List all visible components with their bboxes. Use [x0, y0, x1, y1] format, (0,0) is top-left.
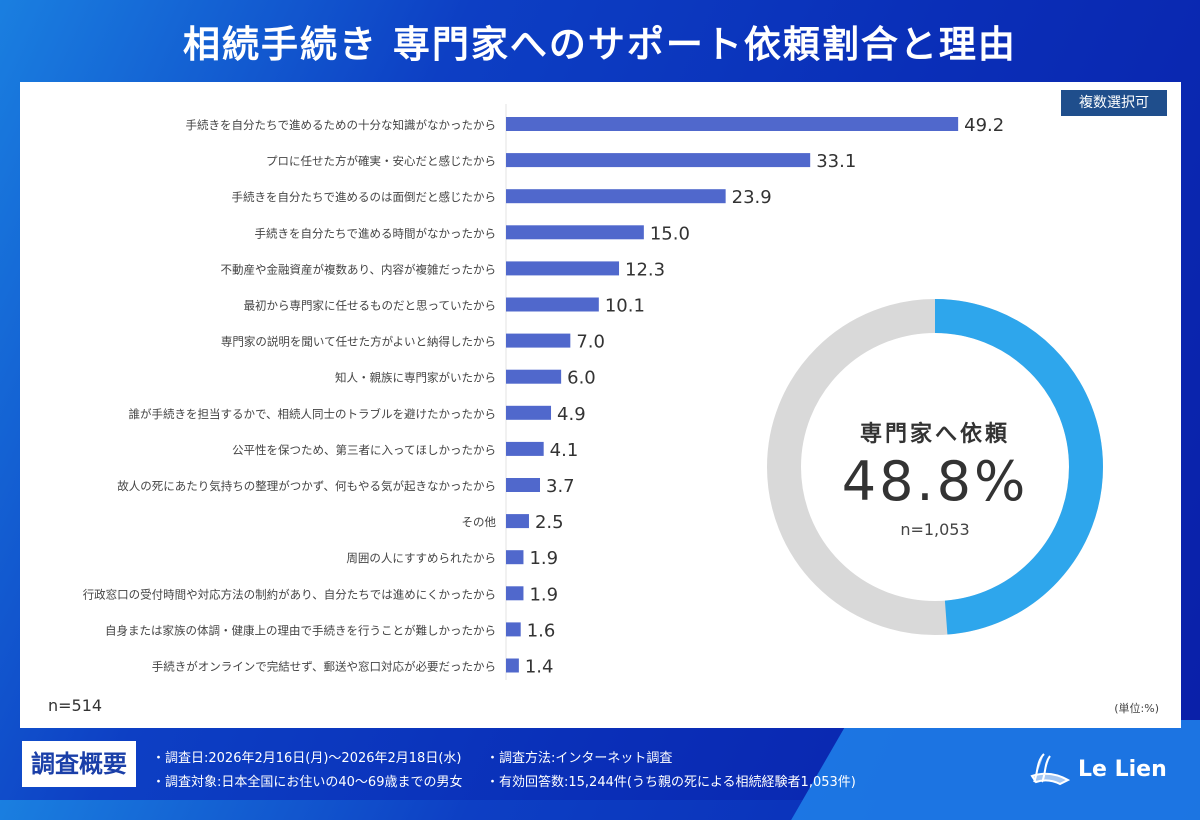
data-label: 33.1: [816, 151, 856, 172]
data-label: 1.9: [529, 584, 558, 605]
data-label: 1.6: [527, 620, 556, 641]
survey-date: ・調査日:2026年2月16日(月)～2026年2月18日(水): [152, 751, 462, 766]
donut-title: 専門家へ依頼: [860, 421, 1010, 447]
data-label: 23.9: [732, 187, 772, 208]
bar: [506, 189, 726, 204]
data-label: 1.9: [529, 548, 558, 569]
category-label: 誰が手続きを担当するかで、相続人同士のトラブルを避けたかったから: [128, 407, 496, 421]
bar: [506, 586, 524, 601]
logo-icon: [1030, 753, 1070, 786]
data-label: 3.7: [546, 476, 575, 497]
chart-svg: 手続きを自分たちで進めるための十分な知識がなかったから 49.2 プロに任せた方が確…: [83, 104, 1103, 680]
category-label: 手続きがオンラインで完結せず、郵送や窓口対応が必要だったから: [152, 660, 496, 674]
donut-segment: [767, 299, 1103, 635]
data-label: 49.2: [964, 115, 1004, 136]
category-label: プロに任せた方が確実・安心だと感じたから: [266, 154, 496, 168]
category-label: 公平性を保つため、第三者に入ってほしかったから: [232, 443, 496, 457]
bar: [506, 622, 521, 637]
bar: [506, 153, 811, 168]
page-title: 相続手続き 専門家へのサポート依頼割合と理由: [183, 23, 1017, 66]
category-label: その他: [462, 515, 497, 529]
category-label: 最初から専門家に任せるものだと思っていたから: [244, 299, 496, 313]
bar: [506, 369, 562, 384]
survey-method: ・調査方法:インターネット調査: [486, 751, 673, 766]
bar: [506, 225, 644, 240]
bar: [506, 297, 599, 312]
data-label: 6.0: [567, 368, 596, 389]
bar: [506, 333, 571, 348]
category-label: 行政窓口の受付時間や対応方法の制約があり、自分たちでは進めにくかったから: [83, 587, 496, 601]
data-label: 15.0: [650, 223, 690, 244]
brand-logo: Le Lien: [1030, 752, 1167, 786]
data-label: 7.0: [576, 332, 605, 353]
sample-size-bar: n=514: [48, 696, 103, 715]
bar: [506, 514, 529, 529]
data-label: 12.3: [625, 259, 665, 280]
donut-sample-size: n=1,053: [900, 520, 969, 539]
category-label: 手続きを自分たちで進める時間がなかったから: [255, 226, 497, 240]
category-label: 手続きを自分たちで進めるのは面倒だと感じたから: [232, 190, 497, 204]
data-label: 2.5: [535, 512, 564, 533]
data-label: 4.1: [550, 440, 579, 461]
category-label: 手続きを自分たちで進めるための十分な知識がなかったから: [186, 118, 497, 132]
category-label: 知人・親族に専門家がいたから: [335, 371, 496, 385]
multiple-choice-badge: 複数選択可: [1061, 90, 1167, 116]
data-label: 10.1: [605, 296, 645, 317]
chart-card: 複数選択可 手続きを自分たちで進めるための十分な知識がなかったから 49.2 プロに…: [20, 82, 1181, 728]
category-label: 故人の死にあたり気持ちの整理がつかず、何もやる気が起きなかったから: [117, 479, 496, 493]
bar: [506, 441, 544, 456]
data-label: 4.9: [557, 404, 586, 425]
category-label: 自身または家族の体調・健康上の理由で手続きを行うことが難しかったから: [105, 623, 496, 637]
bar: [506, 550, 524, 565]
bar: [506, 405, 552, 420]
bar: [506, 478, 541, 492]
bar: [506, 117, 959, 131]
survey-responses: ・有効回答数:15,244件(うち親の死による相続経験者1,053件): [486, 775, 856, 790]
category-label: 専門家の説明を聞いて任せた方がよいと納得したから: [221, 335, 496, 349]
bar: [506, 261, 620, 276]
category-label: 不動産や金融資産が複数あり、内容が複雑だったから: [220, 262, 496, 276]
donut-value: 48.8%: [842, 450, 1029, 513]
survey-summary-label: 調査概要: [22, 741, 136, 787]
survey-target: ・調査対象:日本全国にお住いの40～69歳までの男女: [152, 775, 463, 790]
category-label: 周囲の人にすすめられたから: [346, 551, 496, 565]
bar: [506, 658, 519, 673]
brand-name: Le Lien: [1078, 756, 1167, 782]
data-label: 1.4: [525, 657, 554, 678]
unit-label: (単位:%): [1114, 702, 1159, 715]
